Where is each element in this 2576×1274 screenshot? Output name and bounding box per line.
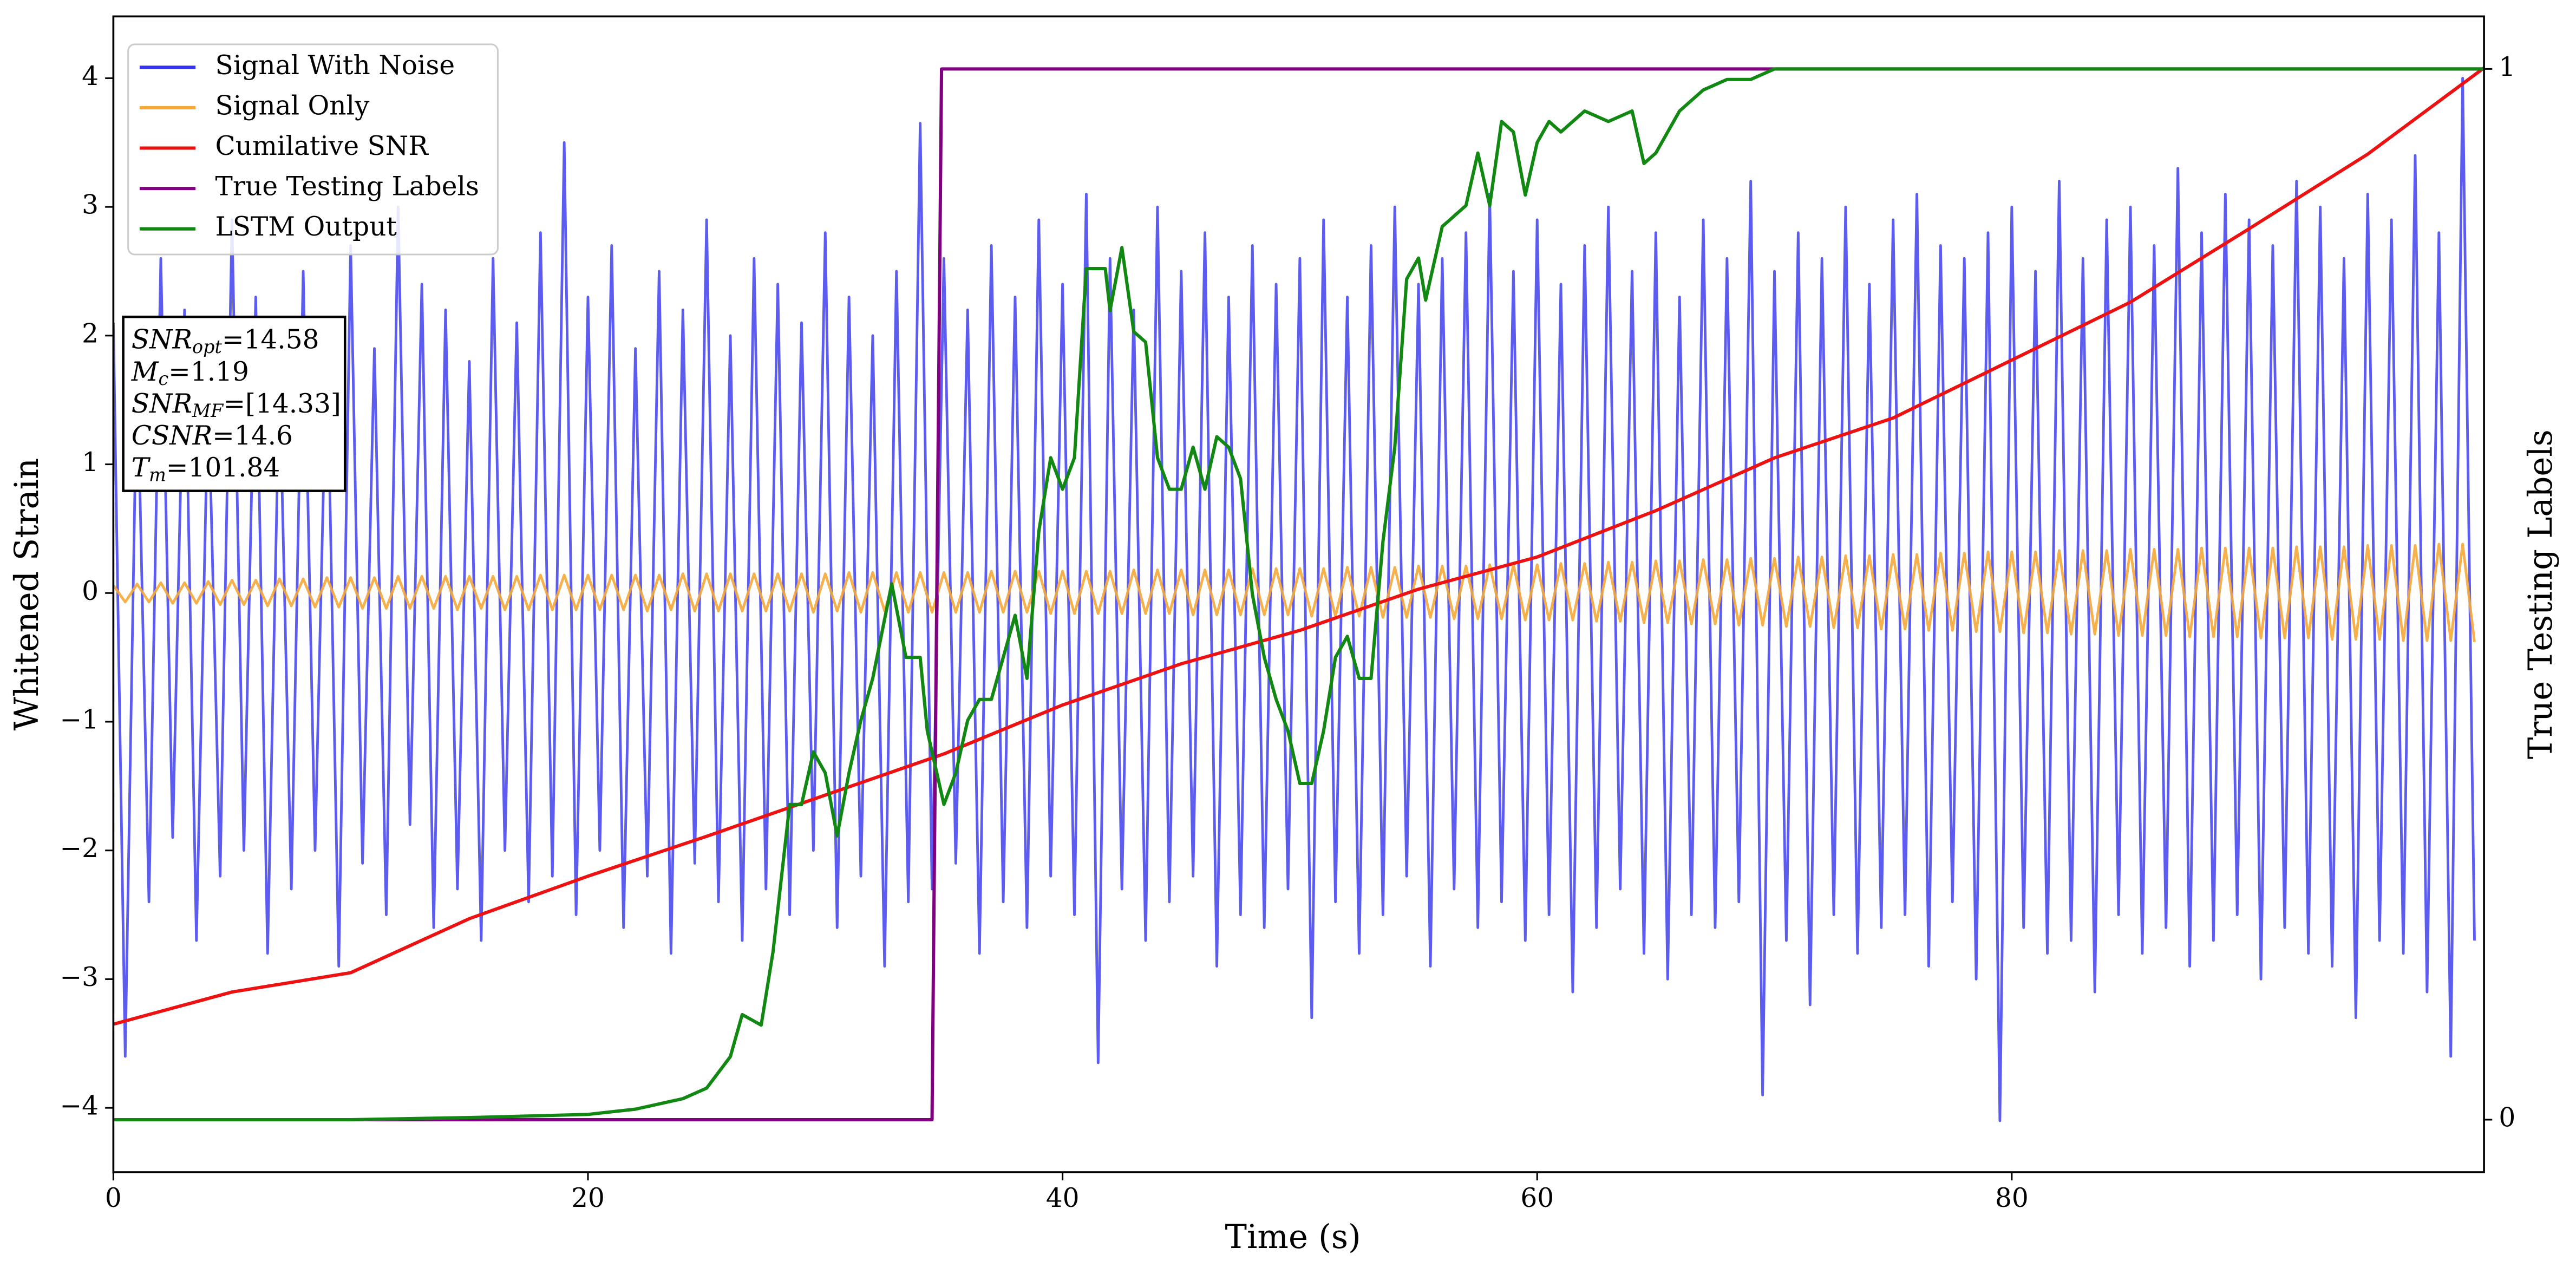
y-tick-label: −4: [60, 1091, 99, 1121]
y-tick-label: −2: [60, 833, 99, 864]
y-tick-label: 2: [82, 318, 99, 349]
x-tick-label: 60: [1520, 1183, 1554, 1213]
annotation-box: [122, 315, 346, 492]
series-line: [113, 67, 2485, 1122]
annotation-sub: c: [158, 368, 168, 389]
annotation-line: Mc=1.19: [131, 356, 249, 389]
x-tick-label: 20: [571, 1183, 605, 1213]
y-tick-label: −3: [60, 962, 99, 992]
annotation-sub: opt: [192, 336, 222, 357]
y-tick-label: 4: [82, 61, 99, 92]
annotation-sub: m: [149, 464, 166, 485]
annotation-value: =14.58: [222, 324, 319, 355]
legend-label: LSTM Output: [215, 212, 397, 242]
x-tick-label: 80: [1995, 1183, 2029, 1213]
annotation-value: =1.19: [168, 356, 249, 387]
y2-tick-label: 0: [2499, 1102, 2515, 1133]
y2-tick-label: 1: [2499, 52, 2515, 82]
annotation-name: M: [131, 356, 159, 387]
annotation-sub: MF: [192, 400, 224, 421]
series-line: [113, 67, 2485, 1122]
legend-label: Cumilative SNR: [215, 131, 429, 161]
plot-area: [113, 66, 2485, 1122]
plot-frame: [112, 15, 2485, 1173]
x-axis-label: Time (s): [1225, 1218, 1361, 1256]
y-tick-label: 0: [82, 576, 99, 606]
annotation-name: SNR: [132, 388, 192, 419]
annotation-name: CSNR: [132, 421, 212, 451]
legend: Signal With Noise Signal Only Cumilative S…: [127, 43, 499, 256]
legend-box: [127, 43, 499, 256]
annotation-value: =[14.33]: [223, 388, 341, 419]
legend-label: Signal Only: [215, 90, 370, 121]
y-tick-label: −1: [60, 705, 99, 735]
series-line: [113, 543, 2476, 642]
x-tick-label: 0: [105, 1183, 122, 1213]
annotation-value: =101.84: [166, 453, 280, 483]
x-tick-label: 40: [1046, 1183, 1080, 1213]
annotation-line: SNRMF=[14.33]: [132, 388, 341, 421]
y-tick-label: 3: [82, 190, 99, 220]
annotation-name: T: [132, 453, 151, 483]
series-line: [113, 76, 2476, 1122]
y-tick-label: 1: [82, 447, 99, 478]
legend-label: True Testing Labels: [215, 172, 479, 202]
legend-label: Signal With Noise: [215, 50, 455, 81]
series-line: [113, 66, 2485, 1026]
annotation: SNRopt=14.58Mc=1.19SNRMF=[14.33]CSNR=14.…: [122, 315, 346, 492]
annotation-line: Tm=101.84: [132, 453, 280, 486]
annotation-line: SNRopt=14.58: [132, 324, 319, 357]
annotation-line: CSNR=14.6: [132, 421, 293, 451]
y-axis-label: Whitened Strain: [8, 458, 46, 731]
y2-axis-label: True Testing Labels: [2522, 429, 2560, 759]
annotation-name: SNR: [132, 324, 192, 355]
annotation-value: =14.6: [212, 421, 293, 451]
